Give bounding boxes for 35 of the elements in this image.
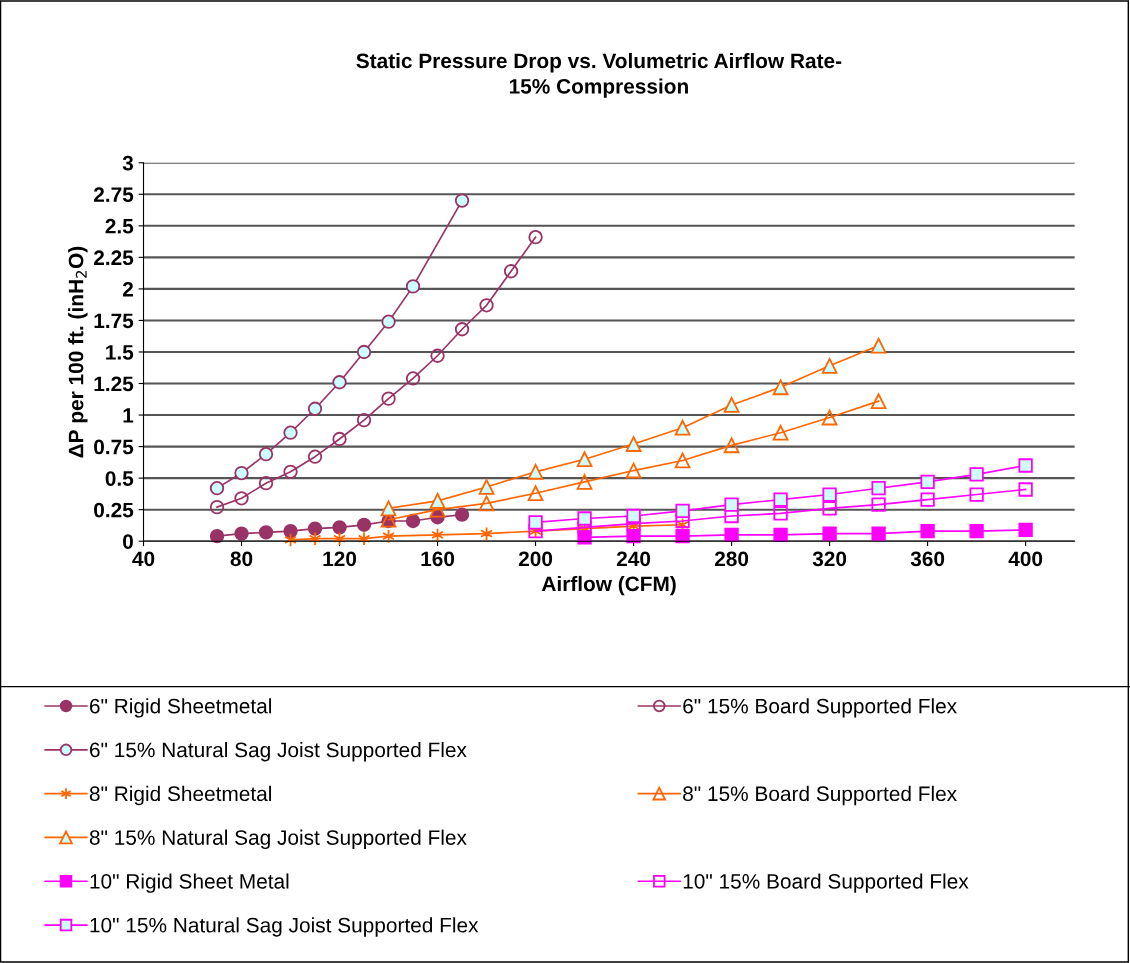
x-tick-label: 160 bbox=[421, 551, 455, 567]
x-tick-label: 40 bbox=[132, 551, 155, 567]
x-tick-label: 320 bbox=[812, 551, 847, 567]
y-tick-label: 2.25 bbox=[93, 250, 134, 266]
y-tick-label: 0.75 bbox=[94, 439, 134, 455]
legend-label: 6" 15% Natural Sag Joist Supported Flex bbox=[90, 741, 467, 762]
x-tick-label: 120 bbox=[323, 551, 357, 567]
legend-label: 6" 15% Board Supported Flex bbox=[683, 698, 957, 718]
x-axis-title: Airflow (CFM) bbox=[541, 575, 676, 596]
y-tick-label: 0 bbox=[123, 534, 133, 549]
legend-label: 10" 15% Natural Sag Joist Supported Flex bbox=[90, 917, 479, 937]
chart-title: Static Pressure Drop vs. Volumetric Airflow Rate- 15% Compression bbox=[356, 52, 842, 98]
x-tick-label: 80 bbox=[230, 551, 253, 567]
y-tick-label: 3 bbox=[122, 155, 134, 171]
y-tick-label: 0.5 bbox=[105, 471, 134, 486]
legend-label: 8" Rigid Sheetmetal bbox=[89, 785, 271, 806]
x-tick-label: 400 bbox=[1008, 551, 1043, 567]
y-tick-label: 1 bbox=[123, 408, 134, 423]
y-tick-label: 2 bbox=[122, 281, 133, 297]
y-tick-label: 0.25 bbox=[94, 502, 134, 518]
y-tick-label: 1.5 bbox=[106, 345, 134, 360]
x-tick-label: 360 bbox=[910, 551, 945, 567]
legend-label: 10" 15% Board Supported Flex bbox=[683, 873, 969, 893]
y-axis-title: ΔP per 100 ft. (inH$_{2}$O) bbox=[68, 246, 88, 458]
legend-label: 10" Rigid Sheet Metal bbox=[90, 873, 289, 893]
y-tick-label: 2.5 bbox=[105, 218, 134, 234]
legend-label: 8" 15% Natural Sag Joist Supported Flex bbox=[89, 829, 467, 850]
legend-label: 6" Rigid Sheetmetal bbox=[90, 698, 271, 718]
x-tick-label: 240 bbox=[616, 551, 651, 567]
x-tick-label: 280 bbox=[714, 551, 749, 567]
y-tick-label: 1.25 bbox=[94, 376, 134, 392]
y-tick-label: 1.75 bbox=[94, 313, 134, 329]
x-tick-label: 200 bbox=[518, 551, 553, 567]
legend-label: 8" 15% Board Supported Flex bbox=[683, 785, 957, 806]
y-tick-label: 2.75 bbox=[93, 187, 134, 203]
